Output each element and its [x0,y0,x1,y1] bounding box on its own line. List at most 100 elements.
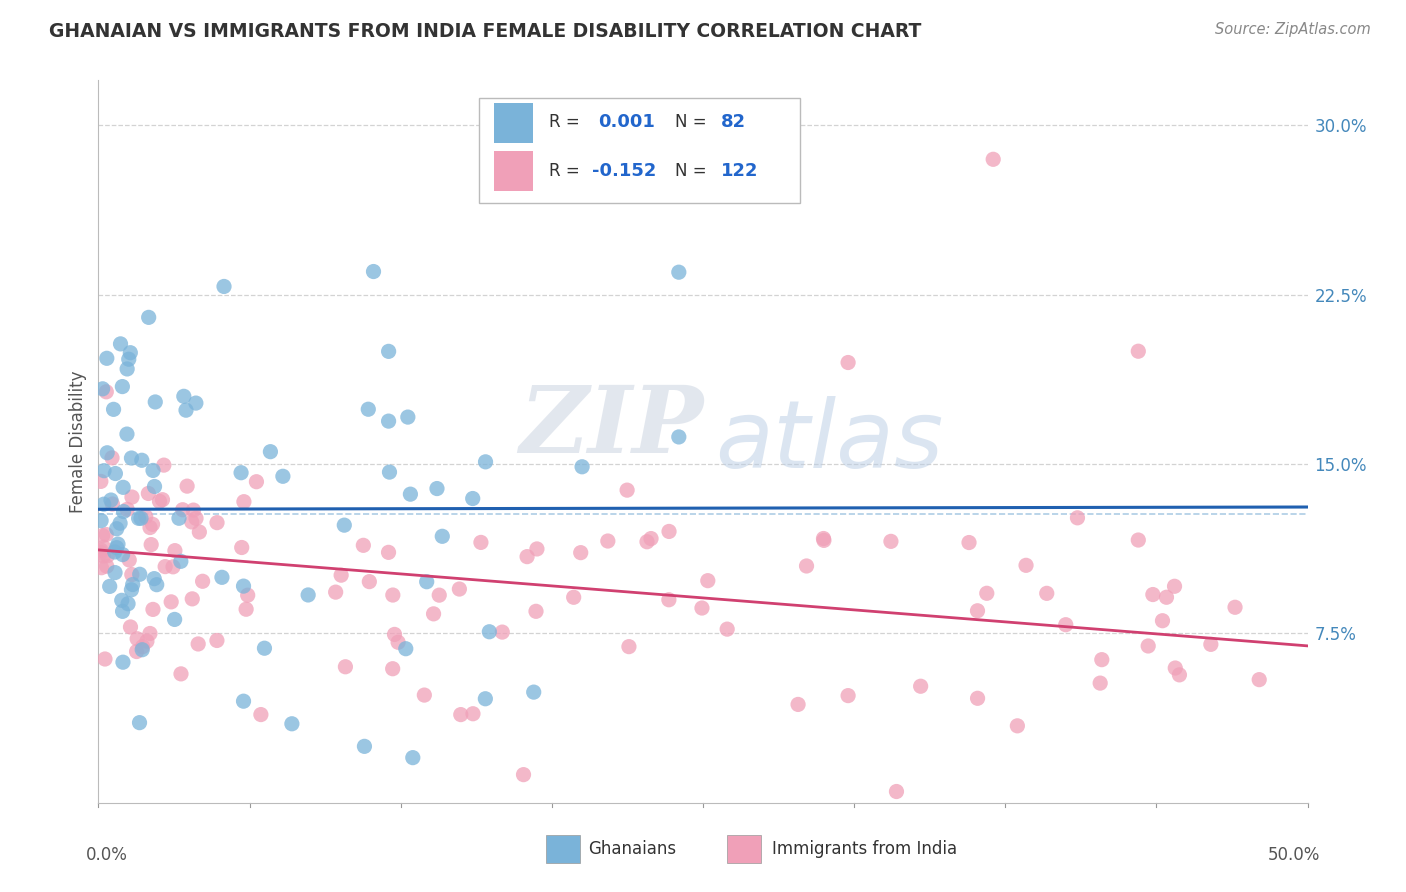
Point [176,479,198,493]
Text: -0.152: -0.152 [592,161,657,179]
Point [118,553,141,567]
Point [188,524,211,539]
Point [880,534,903,549]
Point [571,459,593,474]
Bar [727,835,761,863]
Point [426,482,449,496]
Point [387,635,409,649]
Point [470,535,492,549]
Point [1137,639,1160,653]
Point [184,396,207,410]
Point [205,633,228,648]
Point [636,534,658,549]
Point [148,494,170,508]
Point [259,444,281,458]
Point [716,622,738,636]
Point [139,626,162,640]
Point [90,475,112,489]
Text: 0.001: 0.001 [598,113,655,131]
Point [183,503,205,517]
Point [1015,558,1038,573]
Point [112,480,135,494]
Point [143,395,166,409]
Point [1142,588,1164,602]
Point [569,546,592,560]
Point [131,642,153,657]
Text: 122: 122 [721,161,759,179]
Bar [494,151,533,191]
Point [111,593,134,607]
Point [787,698,810,712]
Point [104,566,127,580]
Point [478,624,501,639]
Point [395,641,418,656]
Point [107,537,129,551]
Point [1199,637,1222,651]
Point [886,784,908,798]
Text: N =: N = [675,161,707,179]
Point [120,620,142,634]
Point [381,662,404,676]
Point [352,538,374,552]
Point [91,382,114,396]
Bar [494,103,533,143]
Point [104,545,127,559]
Point [1164,661,1187,675]
Point [422,607,444,621]
Bar [546,835,579,863]
Point [170,554,193,568]
Point [1091,653,1114,667]
Point [131,453,153,467]
Point [271,469,294,483]
Point [98,579,121,593]
Point [325,585,347,599]
Point [966,691,988,706]
Point [90,560,112,574]
Point [491,625,513,640]
Point [696,574,718,588]
Point [91,528,114,542]
Text: Ghanaians: Ghanaians [588,840,676,858]
Point [668,265,690,279]
Point [413,688,436,702]
Point [105,522,128,536]
Point [191,574,214,589]
Point [120,582,142,597]
Point [103,402,125,417]
Point [981,153,1004,167]
Point [101,450,124,465]
Point [184,511,207,525]
Point [353,739,375,754]
Point [94,652,117,666]
Point [378,465,401,479]
Point [516,549,538,564]
Point [115,427,138,442]
Point [330,568,353,582]
Point [297,588,319,602]
Text: 50.0%: 50.0% [1267,847,1320,864]
Point [121,577,143,591]
Point [461,491,484,506]
Point [131,640,153,654]
Point [523,685,546,699]
Point [253,641,276,656]
Point [526,541,548,556]
Point [142,463,165,477]
Point [1128,533,1150,547]
Point [384,627,406,641]
Text: ZIP: ZIP [519,382,703,472]
Point [1054,617,1077,632]
Point [1168,668,1191,682]
Point [813,532,835,546]
Point [1249,673,1271,687]
Point [96,559,118,574]
Point [111,604,134,618]
Y-axis label: Female Disability: Female Disability [69,370,87,513]
Point [104,467,127,481]
Point [1035,586,1057,600]
Point [125,644,148,658]
Point [129,511,152,525]
Point [658,592,681,607]
Point [690,601,713,615]
Point [837,689,859,703]
